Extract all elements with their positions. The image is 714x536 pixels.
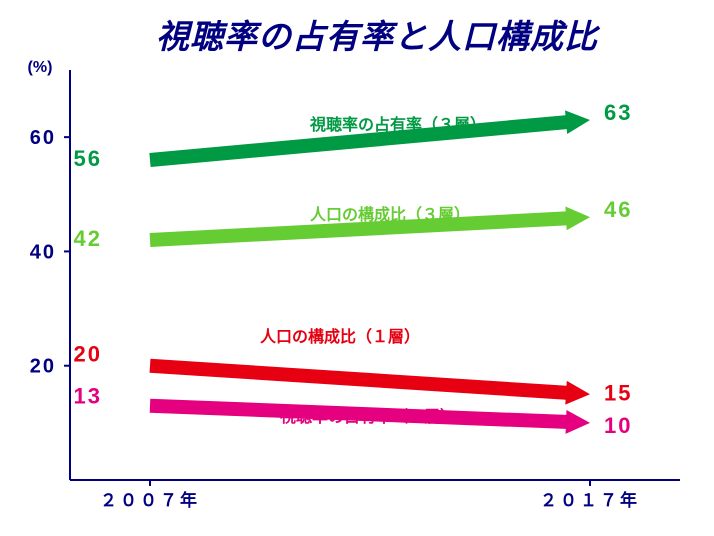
series-value-end-share3: 63 — [604, 100, 632, 125]
series-value-start-share1: 13 — [74, 384, 102, 409]
x-tick-label: ２００７年 — [100, 490, 200, 510]
series-value-end-share1: 10 — [604, 413, 632, 438]
chart-title: 視聴率の占有率と人口構成比 — [156, 18, 601, 55]
chart-svg: 20 40 60 (%) ２００７年 ２０１７年 視聴率の占有率と人口構成比 56 63 視聴率の… — [0, 0, 714, 536]
series-value-end-pop1: 15 — [604, 380, 632, 405]
series-value-start-pop1: 20 — [74, 342, 102, 367]
chart-container: 20 40 60 (%) ２００７年 ２０１７年 視聴率の占有率と人口構成比 56 63 視聴率の… — [0, 0, 714, 536]
y-tick-label: 60 — [30, 127, 56, 149]
series-value-start-pop3: 42 — [74, 226, 102, 251]
series-value-end-pop3: 46 — [604, 197, 632, 222]
y-unit-label: (%) — [28, 59, 53, 76]
series-label-share1: 視聴率の占有率（１層） — [279, 407, 456, 426]
y-tick-label: 40 — [30, 241, 56, 263]
series-label-pop3: 人口の構成比（３層） — [310, 205, 470, 224]
chart-bg — [0, 0, 714, 536]
x-tick-label: ２０１７年 — [540, 490, 640, 510]
y-tick-label: 20 — [30, 356, 56, 378]
series-value-start-share3: 56 — [74, 146, 102, 171]
series-label-pop1: 人口の構成比（１層） — [260, 327, 420, 346]
series-label-share3: 視聴率の占有率（３層） — [309, 115, 486, 134]
